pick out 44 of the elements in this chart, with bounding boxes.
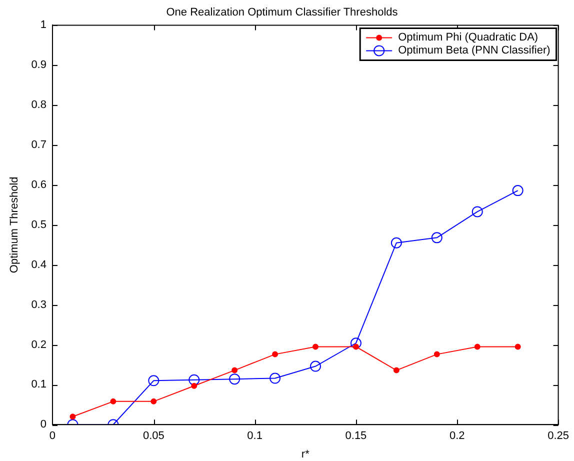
- point: [232, 367, 238, 374]
- y-tick-label: 0.5: [31, 218, 46, 231]
- y-tick-label: 0.4: [31, 258, 46, 271]
- point: [229, 374, 240, 385]
- point: [150, 398, 157, 404]
- y-tick-label: 0.7: [31, 139, 46, 152]
- point: [310, 360, 322, 372]
- x-tick-label: 0.1: [247, 430, 262, 442]
- point: [272, 351, 278, 358]
- point: [393, 367, 400, 374]
- legend-label: Optimum Phi (Quadratic DA): [398, 32, 538, 44]
- point: [352, 344, 359, 350]
- x-tick-label: 0.05: [142, 430, 164, 442]
- point: [191, 382, 198, 389]
- x-tick-label: 0.15: [345, 430, 367, 442]
- y-tick-label: 0.6: [31, 178, 46, 191]
- point: [474, 344, 480, 350]
- point: [312, 344, 319, 350]
- x-tick-label: 0.2: [449, 430, 465, 442]
- y-tick-label: 0.9: [31, 59, 46, 72]
- y-axis-title: Optimum Threshold: [8, 176, 21, 274]
- point: [148, 375, 160, 386]
- point: [431, 232, 442, 244]
- legend-label: Optimum Beta (PNN Classifier): [398, 44, 550, 57]
- point: [434, 351, 440, 358]
- y-tick-label: 0.2: [31, 338, 46, 351]
- y-tick-label: 0.8: [31, 99, 46, 112]
- y-tick-label: 0.3: [31, 298, 46, 311]
- x-tick-label: 0.25: [548, 430, 570, 442]
- point: [110, 398, 116, 404]
- chart-title: One Realization Optimum Classifier Thresholds: [166, 6, 398, 19]
- point: [472, 206, 483, 218]
- point: [512, 185, 524, 196]
- point: [188, 374, 200, 386]
- point: [350, 338, 362, 349]
- point: [514, 344, 521, 350]
- x-axis-title: r*: [301, 448, 310, 460]
- y-tick-label: 1: [40, 19, 46, 32]
- point: [390, 237, 402, 248]
- y-tick-label: 0.1: [31, 378, 46, 391]
- point: [70, 414, 76, 420]
- y-tick-label: 0: [40, 418, 46, 431]
- x-tick-label: 0: [49, 430, 56, 442]
- point: [270, 372, 281, 384]
